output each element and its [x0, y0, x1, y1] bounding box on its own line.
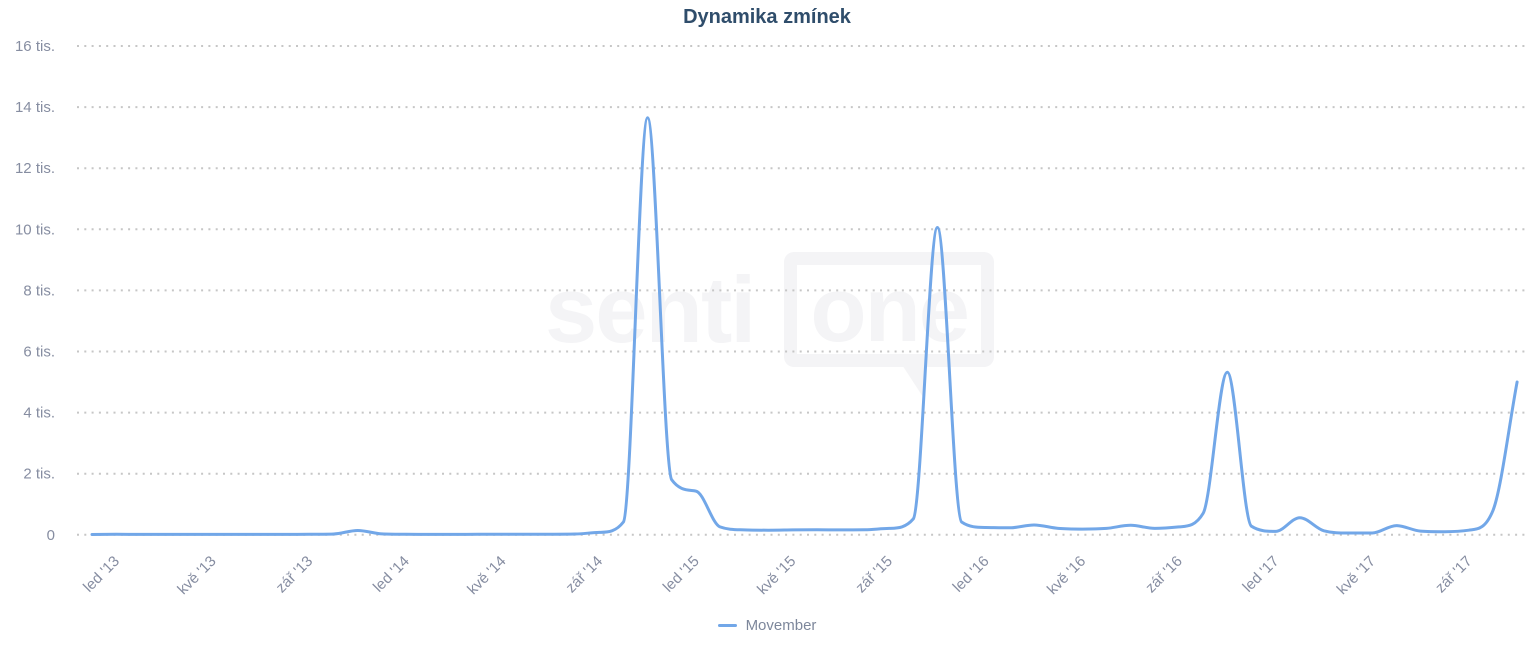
chart-legend: Movember: [0, 617, 1534, 634]
y-axis-tick-label: 16 tis.: [15, 38, 55, 55]
chart-title: Dynamika zmínek: [683, 6, 851, 28]
x-axis-tick-label: zář '17: [1432, 553, 1476, 597]
y-axis-tick-label: 0: [47, 527, 55, 544]
series-line-movember[interactable]: [90, 116, 1519, 536]
x-axis-tick-label: kvě '15: [754, 553, 799, 598]
y-axis-tick-label: 10 tis.: [15, 221, 55, 238]
y-axis-tick-label: 2 tis.: [23, 466, 55, 483]
x-axis-tick-label: zář '16: [1142, 553, 1186, 597]
x-axis-tick-label: zář '15: [852, 553, 896, 597]
legend-item-movember[interactable]: Movember: [717, 617, 817, 634]
y-axis-tick-label: 8 tis.: [23, 282, 55, 299]
legend-swatch-movember-icon: [717, 624, 737, 627]
x-axis-tick-label: led '17: [1239, 553, 1282, 596]
y-axis-tick-label: 4 tis.: [23, 405, 55, 422]
x-axis-tick-label: zář '14: [563, 553, 607, 597]
x-axis-tick-label: led '14: [370, 553, 413, 596]
x-axis-tick-label: kvě '16: [1044, 553, 1089, 598]
x-axis-tick-label: led '13: [80, 553, 123, 596]
x-axis-tick-label: kvě '13: [174, 553, 219, 598]
x-axis-tick-label: led '15: [660, 553, 703, 596]
x-axis-tick-label: kvě '17: [1334, 553, 1379, 598]
x-axis-tick-label: led '16: [950, 553, 993, 596]
y-axis-tick-label: 14 tis.: [15, 99, 55, 116]
x-axis-tick-label: zář '13: [273, 553, 317, 597]
y-axis-tick-label: 6 tis.: [23, 344, 55, 361]
legend-label-movember: Movember: [745, 617, 817, 634]
x-axis-tick-label: kvě '14: [464, 553, 509, 598]
watermark-bubble-tail-icon: [894, 354, 925, 400]
watermark-sentione: senti one: [545, 252, 994, 400]
y-axis-tick-label: 12 tis.: [15, 160, 55, 177]
watermark-prefix-text: senti: [545, 256, 756, 362]
